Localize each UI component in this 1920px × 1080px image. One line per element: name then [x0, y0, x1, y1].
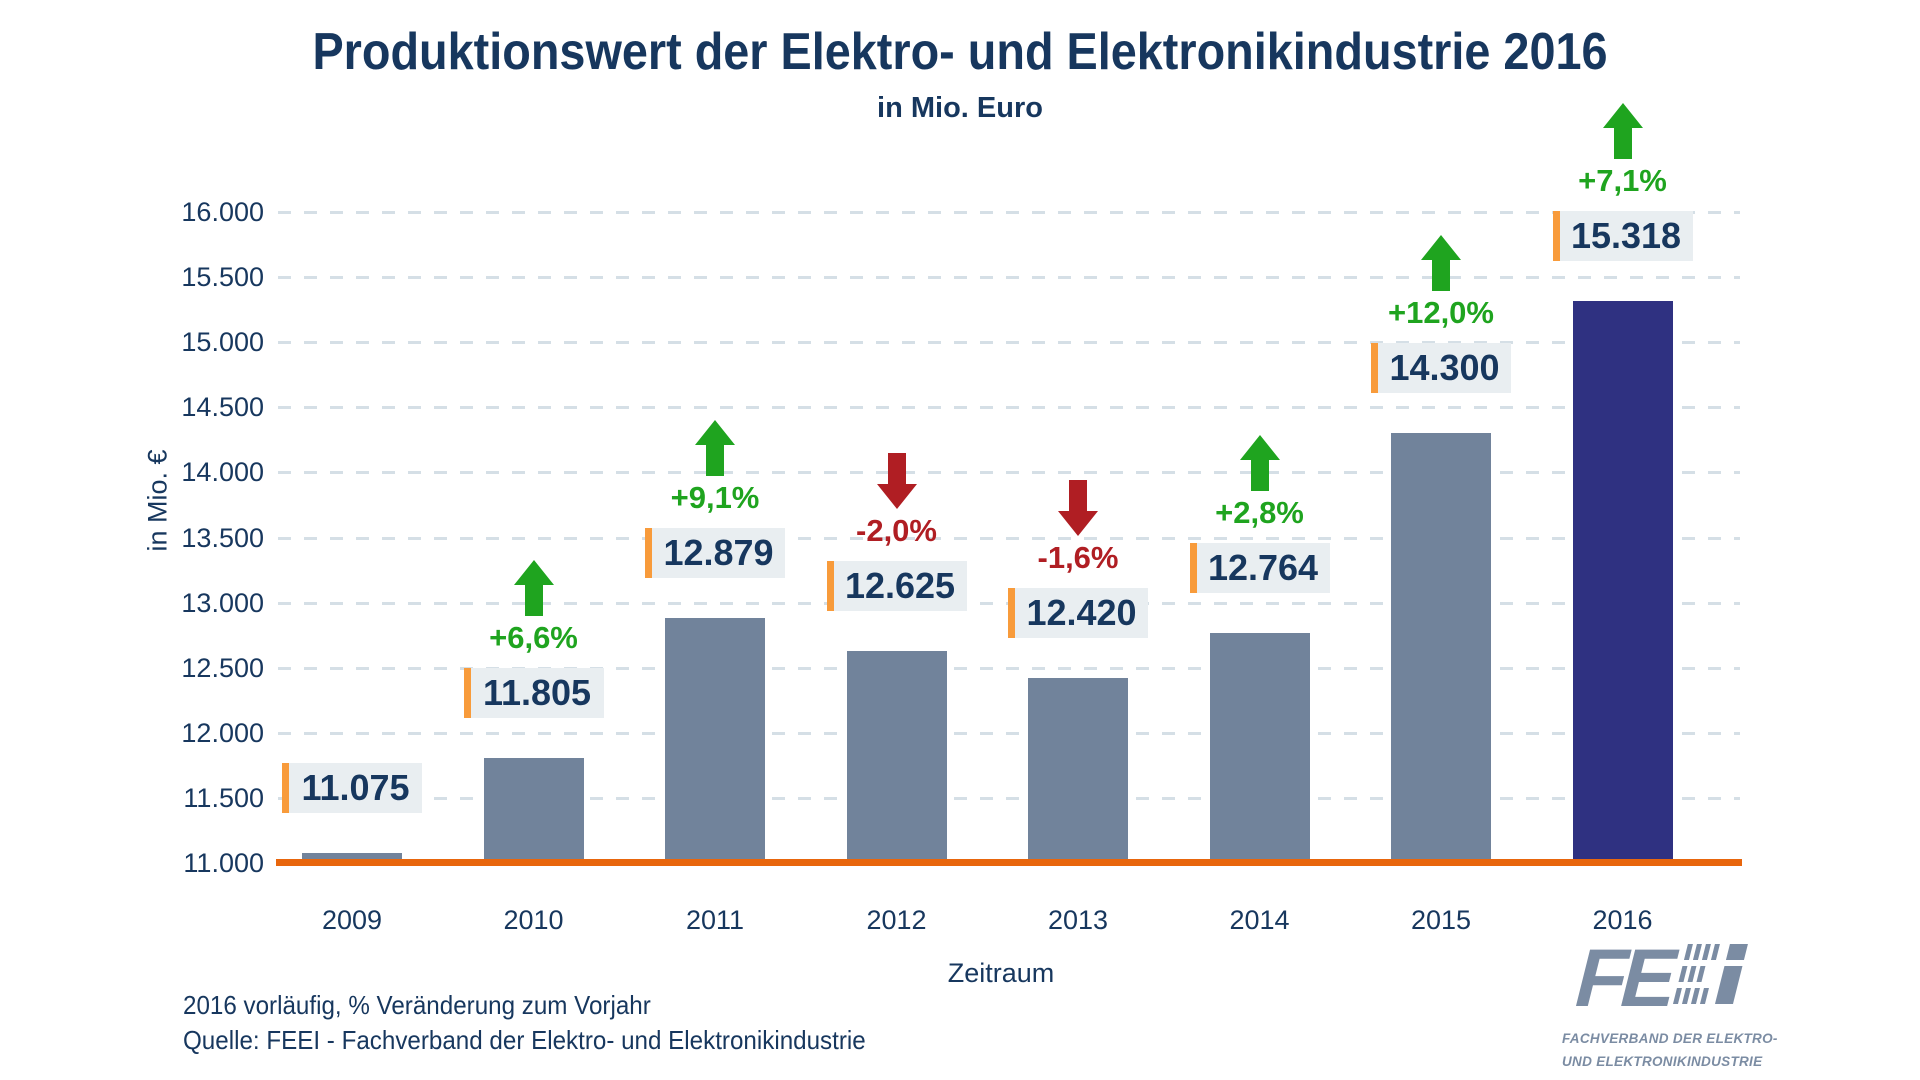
y-tick-16.000: 16.000 [181, 197, 264, 227]
x-label-2013: 2013 [1047, 905, 1109, 935]
y-tick-15.500: 15.500 [181, 262, 264, 293]
i-stem [1714, 966, 1743, 1004]
y-tick-15.000: 15.000 [181, 327, 264, 358]
footnote-block: 2016 vorläufig, % Veränderung zum Vorjah… [183, 988, 866, 1058]
bar-value-label-2013: 12.420 [1008, 588, 1148, 639]
bar-value-label-2016: 15.318 [1552, 210, 1693, 261]
change-arrow-2016-up [1602, 102, 1643, 159]
y-tick-14.500: 14.500 [181, 392, 264, 423]
i-dot [1725, 944, 1748, 960]
bar-value-label-2011: 12.879 [645, 528, 785, 579]
change-arrow-2013-down [1058, 480, 1098, 537]
grid-line-14.000 [278, 471, 1740, 475]
feei-logo-letters: FE [1566, 933, 1684, 1024]
change-label-2010: +6,6% [489, 620, 578, 656]
y-tick-11.000: 11.000 [183, 848, 264, 878]
change-label-2011: +9,1% [670, 480, 760, 516]
x-label-2015: 2015 [1410, 905, 1472, 935]
grid-line-12.500 [278, 666, 1740, 670]
bar-2011 [665, 618, 765, 863]
bar-value-label-2012: 12.625 [826, 561, 967, 612]
bar-value-label-2010: 11.805 [463, 668, 604, 719]
chart-title: Produktionswert der Elektro- und Elektro… [312, 23, 1608, 81]
x-label-2011: 2011 [685, 905, 745, 935]
grid-line-13.500 [278, 536, 1740, 540]
x-label-2012: 2012 [866, 905, 927, 935]
footnote-line-2: Quelle: FEEI - Fachverband der Elektro- … [183, 1025, 866, 1055]
change-arrow-2014-up [1239, 435, 1280, 492]
feei-logo-mark: FE [1562, 933, 1920, 1024]
bar-value-label-2015: 14.300 [1371, 343, 1511, 394]
grid-line-11.500 [278, 796, 1740, 800]
y-tick-14.000: 14.000 [181, 457, 264, 488]
change-label-2016: +7,1% [1578, 162, 1667, 198]
bar-2009 [302, 853, 402, 863]
y-axis-title: in Mio. € [134, 410, 182, 590]
footnote-line-1: 2016 vorläufig, % Veränderung zum Vorjah… [183, 990, 651, 1020]
feei-logo-line-1: FACHVERBAND DER ELEKTRO- [1562, 1031, 1778, 1046]
change-label-2015: +12,0% [1387, 295, 1494, 331]
change-arrow-2015-up [1421, 235, 1461, 292]
y-tick-11.500: 11.500 [183, 782, 264, 813]
change-label-2012: -2,0% [856, 513, 937, 549]
grid-line-14.500 [278, 406, 1740, 410]
change-label-2014: +2,8% [1215, 495, 1304, 531]
bar-2010 [483, 758, 584, 863]
x-label-2010: 2010 [503, 905, 564, 935]
bar-value-label-2009: 11.075 [282, 763, 422, 814]
grid-line-16.000 [278, 211, 1740, 214]
chart-subtitle: in Mio. Euro [877, 92, 1043, 124]
grid-line-12.000 [278, 731, 1740, 735]
bar-2013 [1028, 678, 1128, 863]
x-label-2014: 2014 [1229, 905, 1290, 935]
change-arrow-2012-down [876, 453, 917, 510]
bar-2014 [1209, 633, 1310, 863]
y-tick-12.000: 12.000 [181, 717, 264, 748]
bar-2015 [1391, 433, 1491, 863]
x-label-2016: 2016 [1592, 905, 1653, 935]
bar-value-label-2014: 12.764 [1189, 543, 1330, 594]
change-arrow-2011-up [695, 420, 735, 477]
grid-line-15.500 [278, 276, 1740, 280]
change-arrow-2010-up [513, 560, 554, 617]
x-axis-baseline [276, 859, 1742, 866]
x-axis-title: Zeitraum [947, 958, 1055, 988]
y-tick-13.500: 13.500 [181, 522, 264, 553]
change-label-2013: -1,6% [1037, 540, 1119, 576]
feei-logo-line-2: UND ELEKTRONIKINDUSTRIE [1562, 1054, 1763, 1069]
bar-2016 [1572, 300, 1673, 863]
bar-2012 [846, 651, 947, 863]
y-tick-12.500: 12.500 [181, 652, 264, 683]
grid-line-15.000 [278, 341, 1740, 345]
y-tick-13.000: 13.000 [181, 587, 264, 618]
feei-logo: FE FACHVERBAND DER ELEKTRO- UND ELEKTRON… [1562, 933, 1902, 1070]
x-label-2009: 2009 [321, 905, 383, 935]
